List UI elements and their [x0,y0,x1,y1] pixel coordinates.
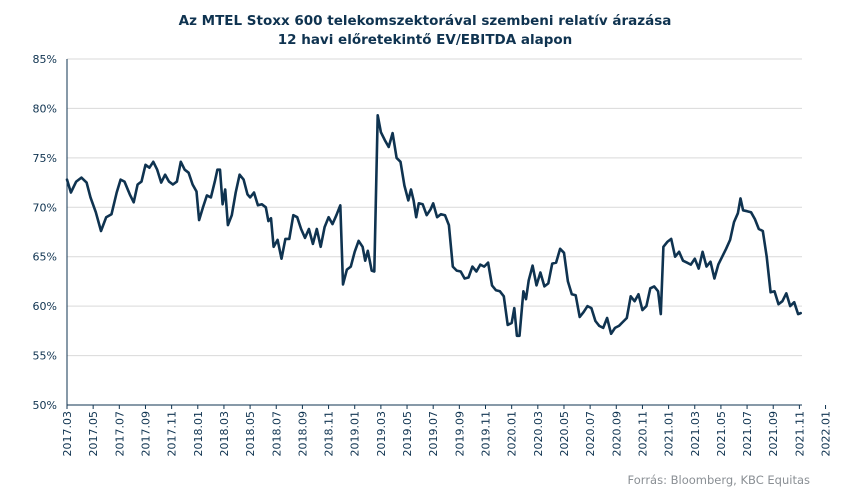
x-tick-label: 2018.03 [218,411,231,457]
y-tick-label: 80% [33,102,57,115]
y-tick-label: 50% [33,399,57,412]
x-tick-label: 2021.09 [767,411,780,457]
x-tick-label: 2017.07 [113,411,126,457]
x-tick-label: 2017.03 [61,411,74,457]
chart-subtitle: 12 havi előretekintő EV/EBITDA alapon [277,32,573,48]
x-tick-label: 2020.11 [636,411,649,457]
y-tick-label: 60% [33,300,57,313]
x-tick-label: 2021.05 [715,411,728,457]
x-tick-label: 2019.03 [375,411,388,457]
x-tick-label: 2020.07 [584,411,597,457]
x-tick-label: 2018.07 [270,411,283,457]
y-tick-label: 55% [33,350,57,363]
x-tick-label: 2021.01 [663,411,676,457]
x-tick-label: 2017.11 [166,411,179,457]
x-tick-label: 2020.01 [506,411,519,457]
x-tick-label: 2019.07 [427,411,440,457]
y-tick-label: 75% [33,152,57,165]
x-tick-label: 2019.09 [453,411,466,457]
chart-title: Az MTEL Stoxx 600 telekomszektorával sze… [178,13,672,29]
x-tick-label: 2019.01 [349,411,362,457]
x-tick-label: 2020.09 [610,411,623,457]
x-tick-label: 2022.01 [820,411,833,457]
source-note: Forrás: Bloomberg, KBC Equitas [627,473,810,487]
x-tick-label: 2018.01 [192,411,205,457]
x-tick-label: 2018.05 [244,411,257,457]
chart-title-block: Az MTEL Stoxx 600 telekomszektorával sze… [0,12,850,50]
x-tick-label: 2021.07 [741,411,754,457]
series-line [65,114,802,338]
x-tick-label: 2019.05 [401,411,414,457]
x-tick-label: 2020.05 [558,411,571,457]
x-tick-label: 2017.05 [87,411,100,457]
x-tick-label: 2017.09 [139,411,152,457]
x-tick-label: 2021.11 [793,411,806,457]
x-tick-label: 2018.11 [323,411,336,457]
x-tick-label: 2020.03 [532,411,545,457]
y-tick-label: 85% [33,53,57,66]
y-tick-label: 65% [33,251,57,264]
x-tick-label: 2019.11 [480,411,493,457]
x-tick-label: 2021.03 [689,411,702,457]
y-tick-label: 70% [33,201,57,214]
x-tick-label: 2018.09 [296,411,309,457]
